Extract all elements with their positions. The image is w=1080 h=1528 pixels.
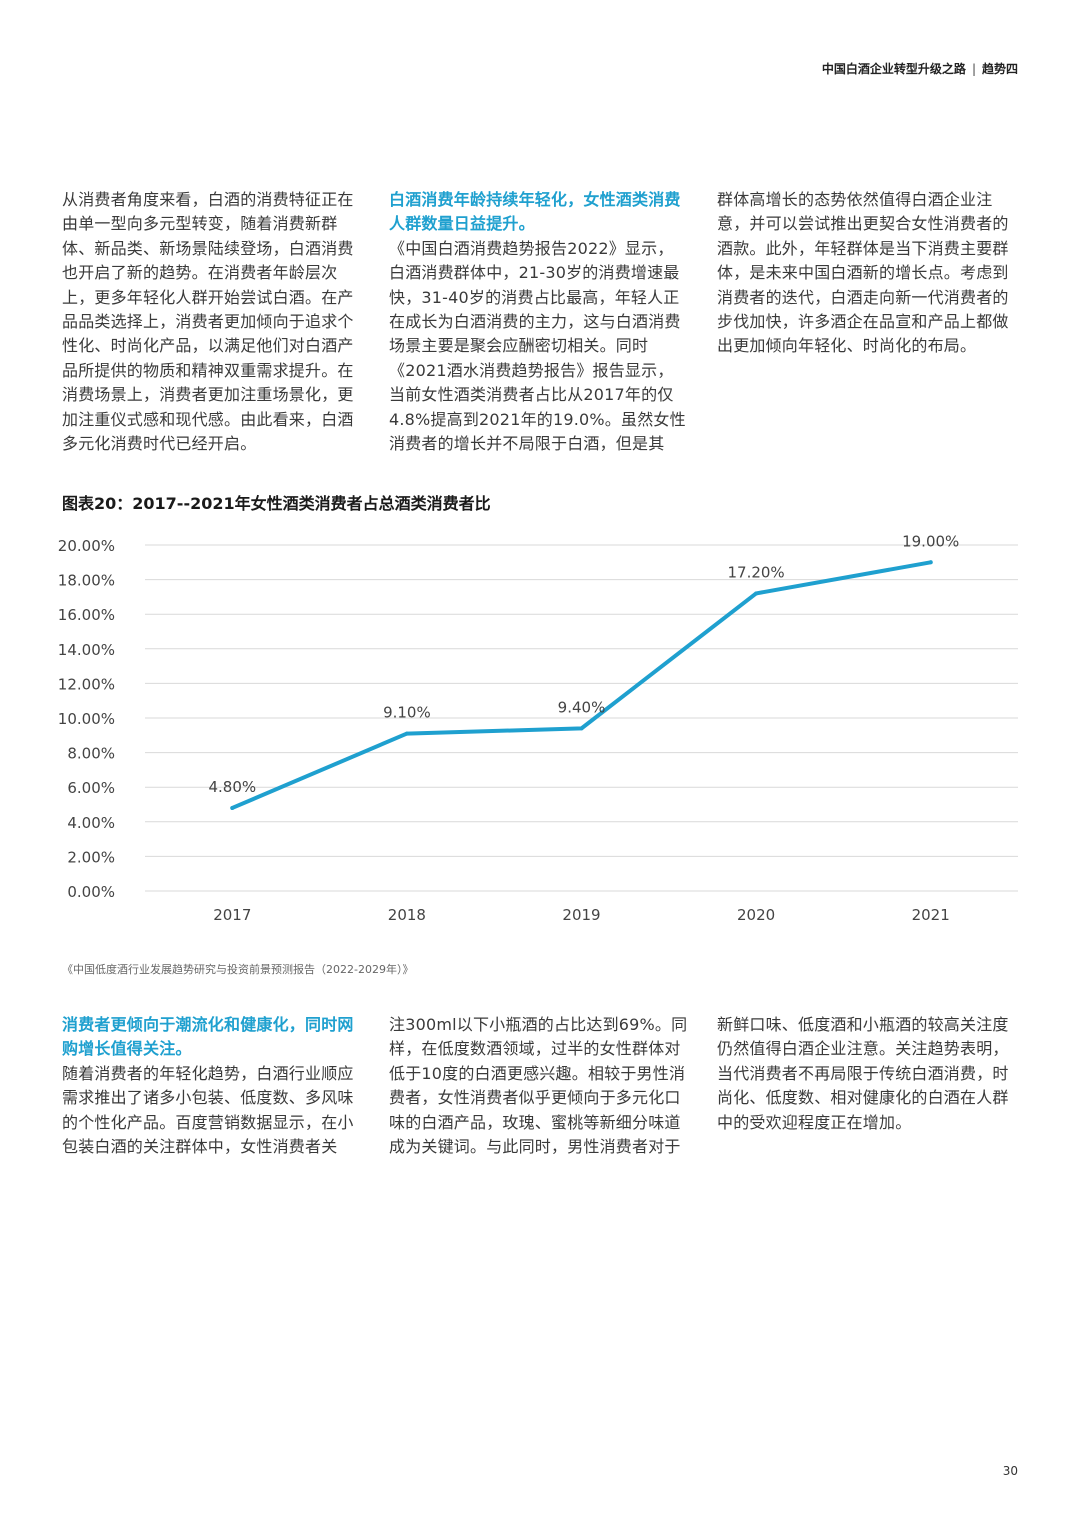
running-header: 中国白酒企业转型升级之路 | 趋势四 xyxy=(822,60,1018,77)
y-tick-label: 2.00% xyxy=(67,848,115,866)
data-label: 9.40% xyxy=(558,698,606,716)
y-tick-label: 6.00% xyxy=(67,779,115,797)
chart-source: 《中国低度酒行业发展趋势研究与投资前景预测报告（2022-2029年）》 xyxy=(62,963,414,976)
y-tick-label: 12.00% xyxy=(58,675,115,693)
data-label: 9.10% xyxy=(383,704,431,722)
x-tick-label: 2019 xyxy=(562,906,600,924)
data-label: 4.80% xyxy=(208,778,256,796)
y-tick-label: 16.00% xyxy=(58,606,115,624)
series-line xyxy=(230,560,933,810)
y-tick-label: 20.00% xyxy=(58,537,115,555)
y-tick-label: 10.00% xyxy=(58,710,115,728)
y-tick-label: 14.00% xyxy=(58,641,115,659)
bottom-col2-text: 注300ml以下小瓶酒的占比达到69%。同样，在低度数酒领域，过半的女性群体对低… xyxy=(389,1015,688,1157)
chart-title: 图表20：2017--2021年女性酒类消费者占总酒类消费者比 xyxy=(62,494,491,513)
bottom-col1-text: 随着消费者的年轻化趋势，白酒行业顺应需求推出了诸多小包装、低度数、多风味的个性化… xyxy=(62,1063,354,1157)
page-number: 30 xyxy=(1002,1464,1018,1478)
bottom-col1-heading: 消费者更倾向于潮流化和健康化，同时网购增长值得关注。 xyxy=(62,1015,354,1059)
x-tick-label: 2021 xyxy=(912,906,950,924)
bottom-column-1: 消费者更倾向于潮流化和健康化，同时网购增长值得关注。 随着消费者的年轻化趋势，白… xyxy=(62,1013,362,1159)
data-point xyxy=(928,560,933,565)
y-tick-label: 0.00% xyxy=(67,883,115,901)
data-point xyxy=(404,731,409,736)
x-tick-label: 2018 xyxy=(388,906,426,924)
top-col2-heading: 白酒消费年龄持续年轻化，女性酒类消费人群数量日益提升。 xyxy=(389,190,681,234)
header-separator: | xyxy=(971,62,976,76)
data-label: 19.00% xyxy=(902,532,959,550)
y-tick-label: 18.00% xyxy=(58,572,115,590)
y-tick-label: 8.00% xyxy=(67,745,115,763)
data-point xyxy=(754,591,759,596)
bottom-column-3: 新鲜口味、低度酒和小瓶酒的较高关注度仍然值得白酒企业注意。关注趋势表明，当代消费… xyxy=(717,1013,1017,1135)
top-col2-text: 《中国白酒消费趋势报告2022》显示，白酒消费群体中，21-30岁的消费增速最快… xyxy=(389,238,686,454)
bottom-col3-text: 新鲜口味、低度酒和小瓶酒的较高关注度仍然值得白酒企业注意。关注趋势表明，当代消费… xyxy=(717,1015,1009,1132)
top-column-3: 群体高增长的态势依然值得白酒企业注意，并可以尝试推出更契合女性消费者的酒款。此外… xyxy=(717,188,1017,359)
y-tick-label: 4.00% xyxy=(67,814,115,832)
bottom-column-2: 注300ml以下小瓶酒的占比达到69%。同样，在低度数酒领域，过半的女性群体对低… xyxy=(389,1013,689,1159)
x-tick-label: 2020 xyxy=(737,906,775,924)
x-tick-label: 2017 xyxy=(213,906,251,924)
header-title: 中国白酒企业转型升级之路 xyxy=(821,62,966,76)
top-col1-text: 从消费者角度来看，白酒的消费特征正在由单一型向多元型转变，随着消费新群体、新品类… xyxy=(62,190,354,454)
top-column-1: 从消费者角度来看，白酒的消费特征正在由单一型向多元型转变，随着消费新群体、新品类… xyxy=(62,188,362,456)
data-point xyxy=(230,805,235,810)
data-label: 17.20% xyxy=(727,563,784,581)
top-column-2: 白酒消费年龄持续年轻化，女性酒类消费人群数量日益提升。 《中国白酒消费趋势报告2… xyxy=(389,188,689,456)
header-section: 趋势四 xyxy=(981,62,1018,76)
line-chart: 0.00% 2.00% 4.00% 6.00% 8.00% 10.00% 12.00% 14.… xyxy=(58,532,1018,924)
data-point xyxy=(579,726,584,731)
top-col3-text: 群体高增长的态势依然值得白酒企业注意，并可以尝试推出更契合女性消费者的酒款。此外… xyxy=(717,190,1009,356)
